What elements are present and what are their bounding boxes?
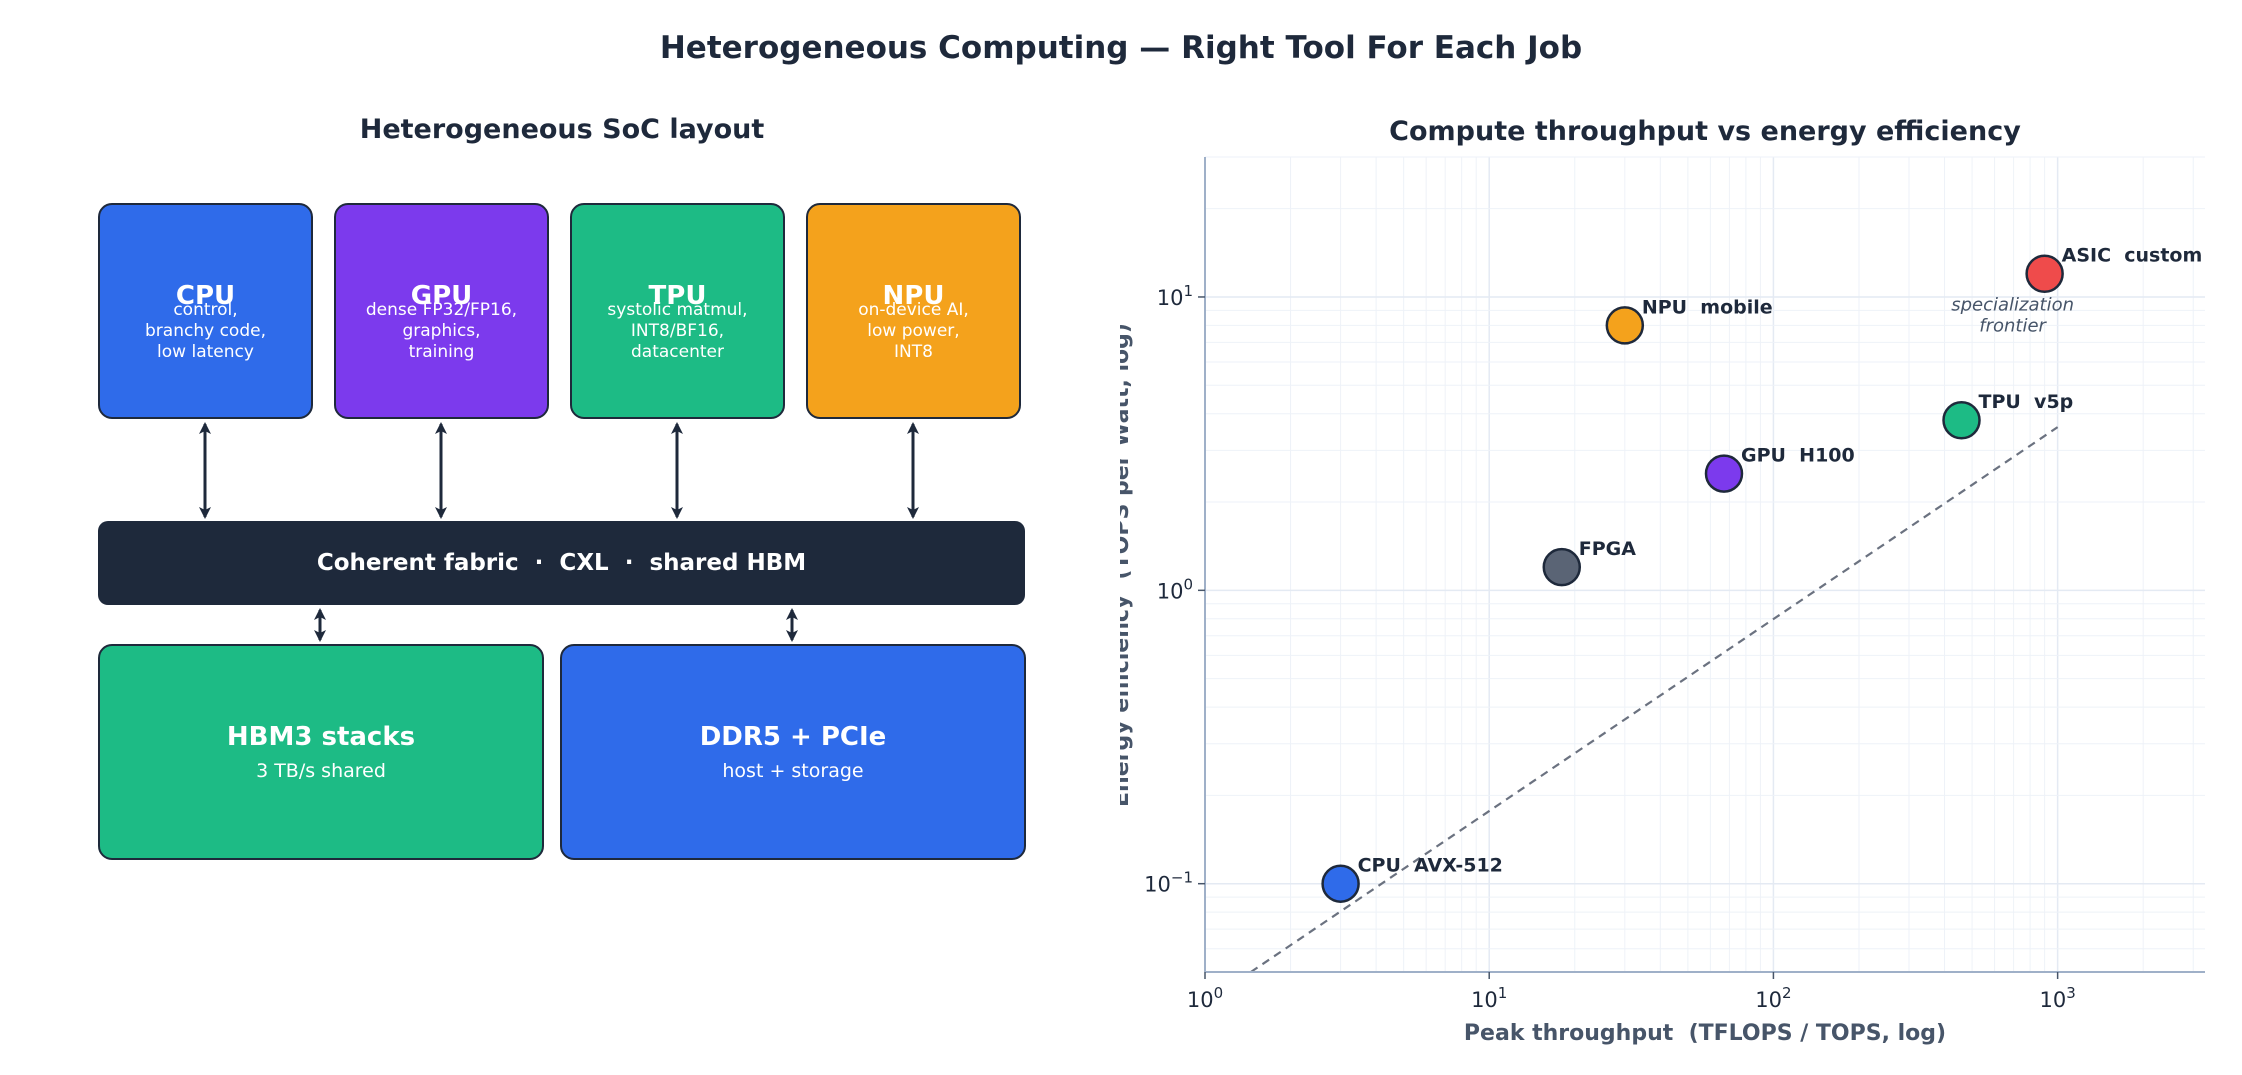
ddr5-block-description: host + storage <box>722 760 864 782</box>
frontier-line <box>1250 426 2059 973</box>
ddr5-block-name: DDR5 + PCIe <box>699 722 887 752</box>
y-tick-label: 10−1 <box>1144 869 1193 897</box>
cpu-block-name: CPU <box>175 281 236 311</box>
x-axis-label: Peak throughput (TFLOPS / TOPS, log) <box>1464 1021 1946 1046</box>
ddr5-block: DDR5 + PCIe host + storage <box>560 644 1026 860</box>
npu-block: NPU on-device AI, low power, INT8 <box>806 203 1021 419</box>
gpu-block-name: GPU <box>410 281 473 311</box>
tpu-block-name: TPU <box>648 281 707 311</box>
data-point-label: NPU mobile <box>1642 296 1773 318</box>
cpu-block-description: control, branchy code, low latency <box>145 300 266 362</box>
x-tick-label: 101 <box>1471 984 1507 1012</box>
fabric-label: Coherent fabric · CXL · shared HBM <box>316 550 807 576</box>
data-point-label: TPU v5p <box>1979 391 2074 413</box>
figure-title: Heterogeneous Computing — Right Tool For… <box>659 30 1583 66</box>
npu-block-name: NPU <box>882 281 945 311</box>
x-tick-label: 102 <box>1755 984 1791 1012</box>
y-tick-label: 101 <box>1157 282 1193 310</box>
npu-block-description: on-device AI, low power, INT8 <box>858 300 969 362</box>
chart-title: Compute throughput vs energy efficiency <box>1389 116 2021 147</box>
data-point <box>1704 454 1744 493</box>
axis-ticks: 100 101 102 103 10−1 100 101 <box>1144 282 2076 1012</box>
y-axis-label: Energy efficiency (TOPS per Watt, log) <box>1120 323 1134 807</box>
data-point-label: ASIC custom <box>2062 245 2203 267</box>
data-point-label: GPU H100 <box>1741 445 1855 467</box>
soc-panel-title: Heterogeneous SoC layout <box>359 114 765 145</box>
hbm3-block: HBM3 stacks 3 TB/s shared <box>98 644 544 860</box>
hbm3-block-name: HBM3 stacks <box>226 722 416 752</box>
tpu-block-description: systolic matmul, INT8/BF16, datacenter <box>607 300 748 362</box>
x-tick-label: 100 <box>1187 984 1223 1012</box>
data-point-label: CPU AVX-512 <box>1358 855 1503 877</box>
chart-axes <box>1204 157 2205 973</box>
interconnect-arrows <box>199 422 919 642</box>
data-point-label: FPGA <box>1579 538 1636 560</box>
coherent-fabric-bus: Coherent fabric · CXL · shared HBM <box>98 521 1025 605</box>
chart-grid <box>1204 156 2205 973</box>
tpu-block: TPU systolic matmul, INT8/BF16, datacent… <box>570 203 785 419</box>
gpu-block: GPU dense FP32/FP16, graphics, training <box>334 203 549 419</box>
x-tick-label: 103 <box>2039 984 2075 1012</box>
cpu-block: CPU control, branchy code, low latency <box>98 203 313 419</box>
y-tick-label: 100 <box>1157 575 1193 603</box>
data-point <box>1542 547 1582 587</box>
data-point <box>1321 864 1360 903</box>
hbm3-block-description: 3 TB/s shared <box>256 760 386 782</box>
data-point <box>1942 400 1981 440</box>
data-point <box>2025 254 2064 293</box>
gpu-block-description: dense FP32/FP16, graphics, training <box>365 300 518 362</box>
data-points: CPU AVX-512 FPGA GPU H100 NPU mobile TPU v5p… <box>1321 245 2203 903</box>
frontier-annotation: specialization frontier <box>1951 295 2074 337</box>
throughput-efficiency-chart: Compute throughput vs energy efficiency … <box>1120 116 2205 1046</box>
data-point <box>1605 306 1645 345</box>
